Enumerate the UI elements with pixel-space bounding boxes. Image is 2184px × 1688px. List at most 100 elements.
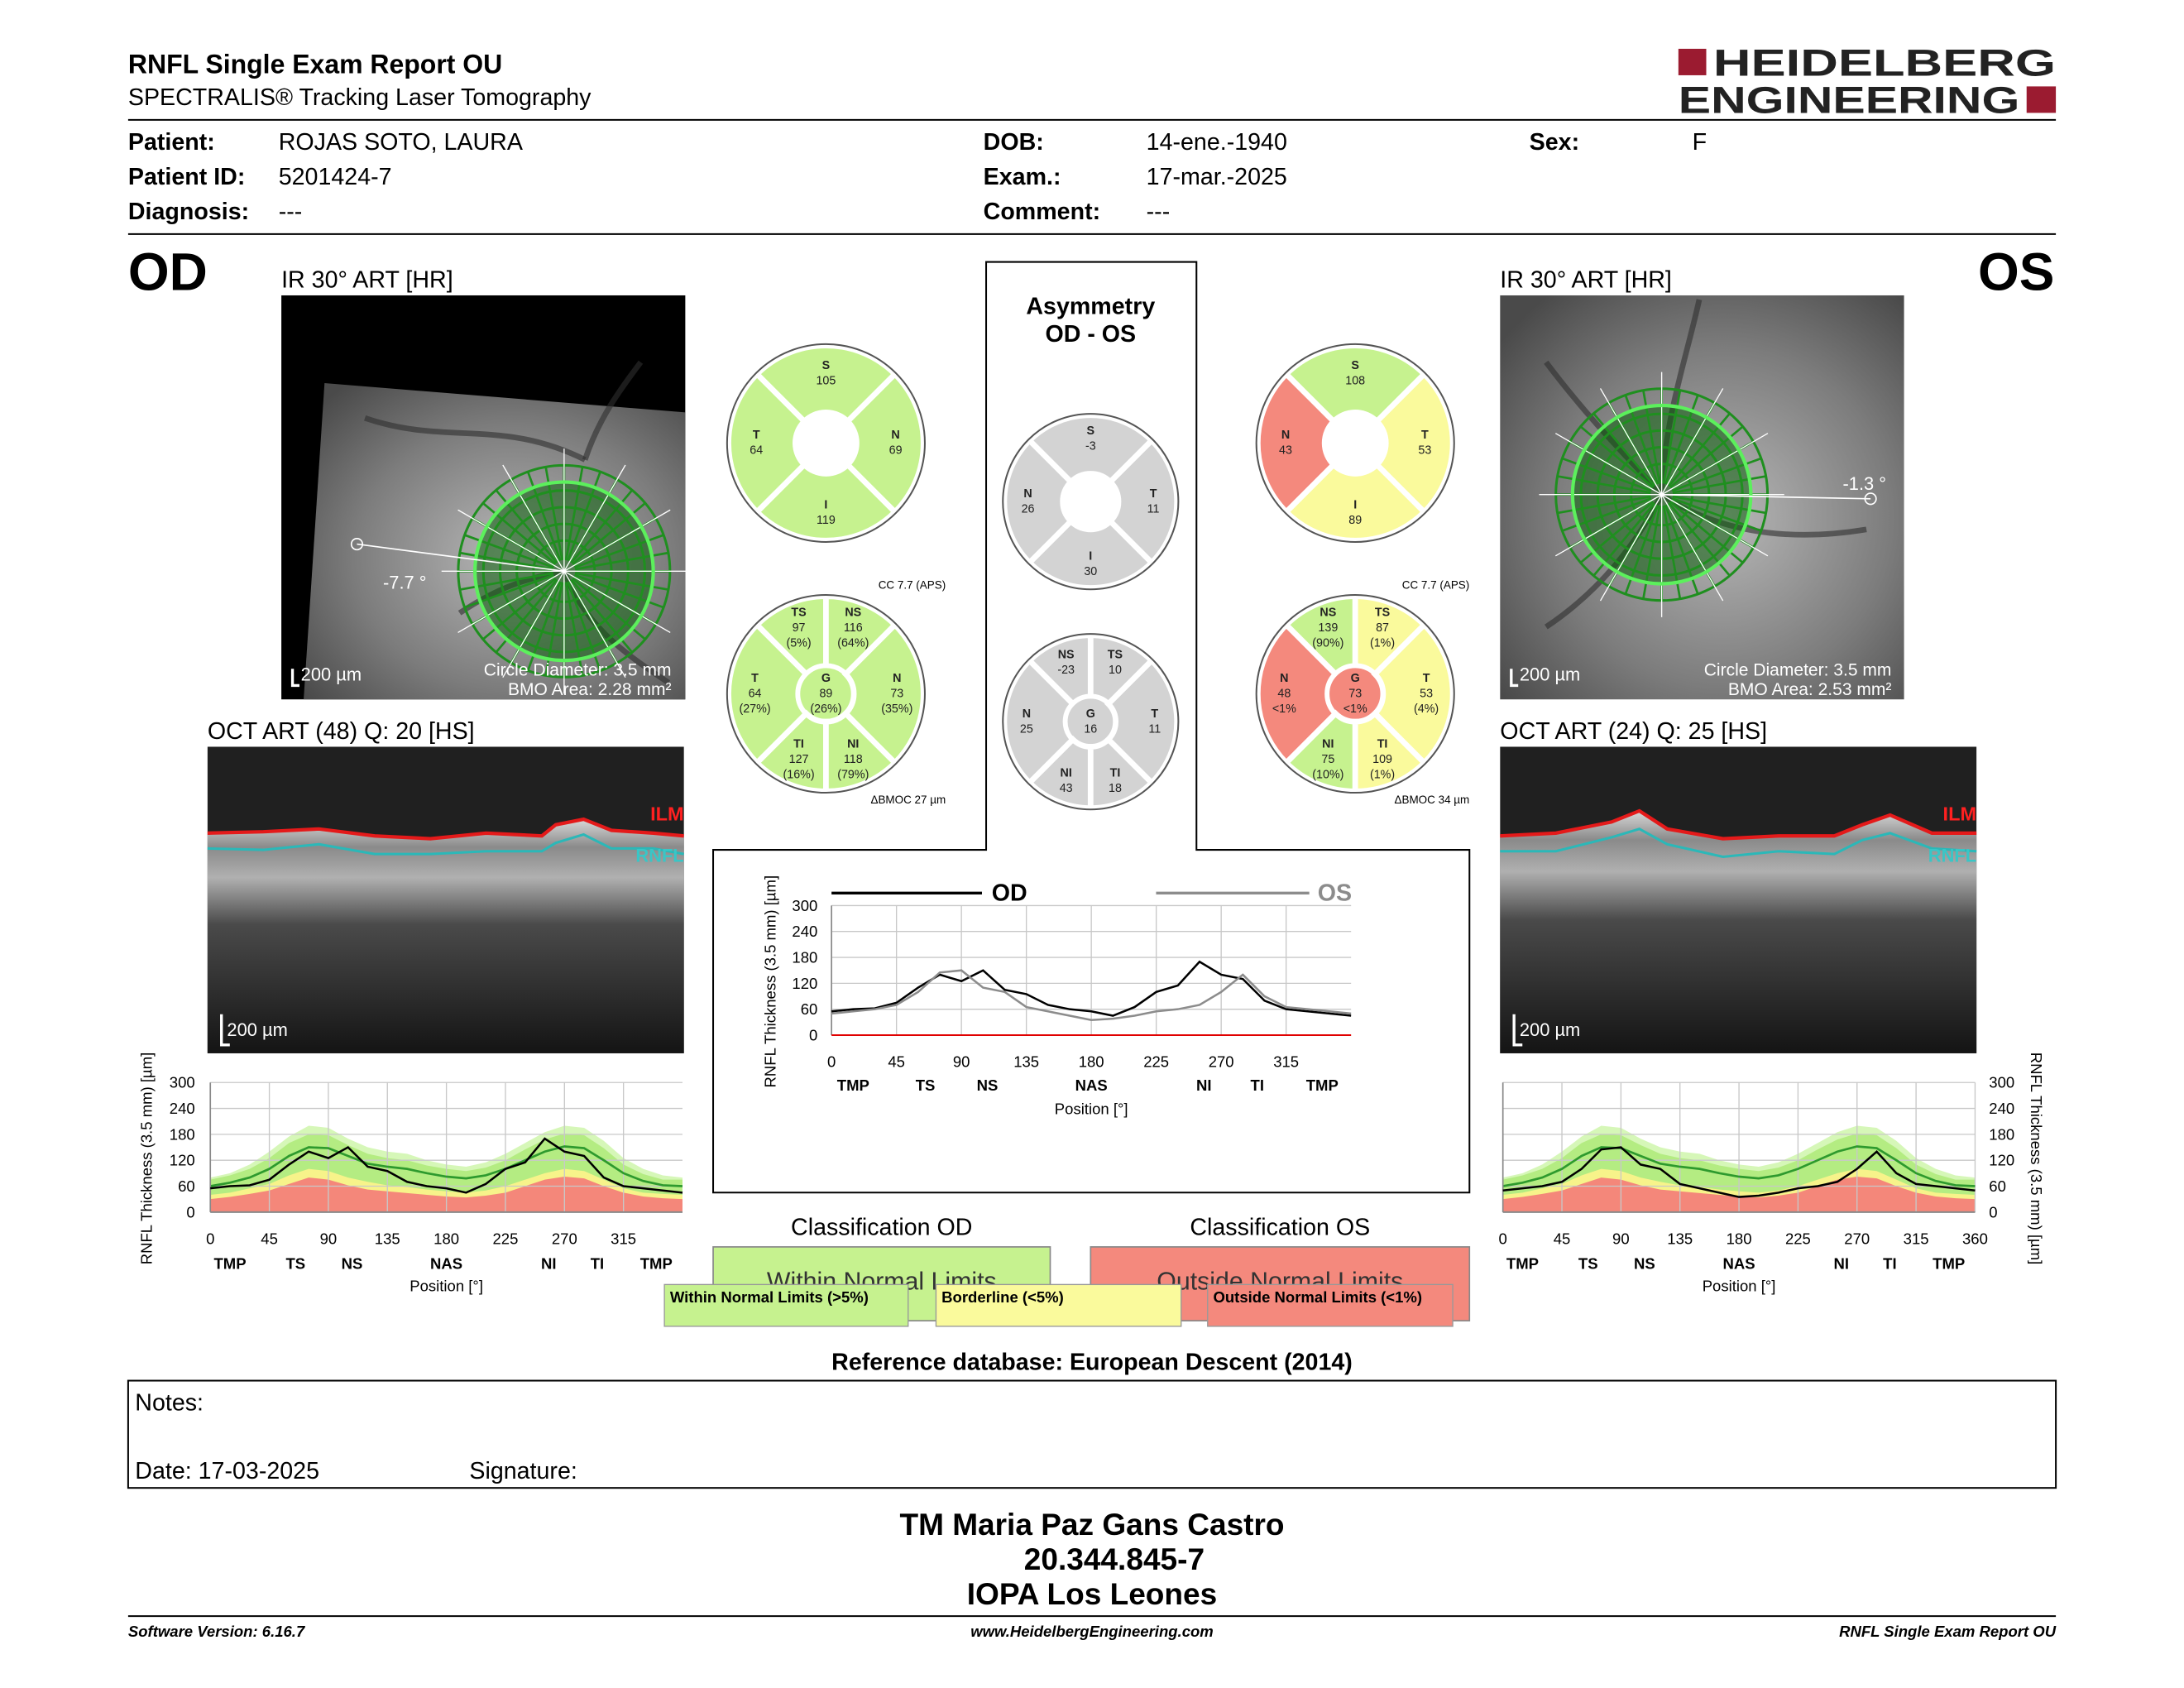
ilm-label: ILM bbox=[1943, 803, 1977, 824]
x-tick-label: 90 bbox=[953, 1053, 970, 1070]
field-value: --- bbox=[1147, 199, 1171, 225]
sector-value: 11 bbox=[1147, 502, 1160, 516]
sector bbox=[1001, 436, 1075, 567]
scale-label: 200 µm bbox=[227, 1019, 287, 1040]
x-tick-label: 180 bbox=[1079, 1053, 1104, 1070]
sector-value: -3 bbox=[1085, 440, 1096, 453]
sector-percentile: <1% bbox=[1343, 703, 1367, 716]
ilm-label: ILM bbox=[650, 803, 684, 824]
field-label: Diagnosis: bbox=[128, 199, 249, 225]
sector-name: NI bbox=[1061, 766, 1072, 779]
sector-value: 89 bbox=[1348, 514, 1362, 527]
sector bbox=[1025, 412, 1156, 487]
image-title: OCT ART (24) Q: 25 [HS] bbox=[1500, 718, 1767, 745]
sector-name: TS bbox=[1375, 607, 1390, 620]
rnfl-label: RNFL bbox=[1928, 845, 1976, 866]
sector-percentile: (5%) bbox=[786, 637, 811, 650]
sector-name: NS bbox=[1320, 607, 1336, 620]
center-frame bbox=[712, 261, 1471, 1194]
field-label: Comment: bbox=[984, 199, 1100, 225]
y-tick-label: 180 bbox=[1989, 1125, 2014, 1143]
sector-tick-label: NS bbox=[1634, 1255, 1655, 1273]
sector bbox=[823, 709, 899, 794]
sector-hole bbox=[1062, 473, 1118, 530]
sector-tick-label: TMP bbox=[640, 1255, 673, 1273]
angle-line bbox=[357, 543, 564, 573]
sector-percentile: (64%) bbox=[837, 637, 869, 650]
x-tick-label: 315 bbox=[1273, 1053, 1299, 1070]
sector-value: 139 bbox=[1318, 621, 1338, 635]
sector-name: TS bbox=[791, 607, 806, 620]
y-axis-label: RNFL Thickness (3.5 mm) [µm] bbox=[137, 1053, 155, 1265]
sector-value: 118 bbox=[844, 753, 863, 766]
sector-outline bbox=[726, 593, 926, 794]
y-tick-label: 240 bbox=[1989, 1100, 2014, 1117]
classification-title: Classification OD bbox=[791, 1214, 972, 1240]
sector-percentile: (90%) bbox=[1312, 637, 1343, 650]
scan-line bbox=[1661, 433, 1769, 496]
classification-title: Classification OS bbox=[1190, 1214, 1370, 1240]
sector-name: I bbox=[1353, 498, 1357, 511]
circle-diameter: Circle Diameter: 3.5 mm bbox=[1704, 660, 1892, 679]
x-tick-label: 0 bbox=[206, 1230, 214, 1247]
x-tick-label: 135 bbox=[1667, 1230, 1693, 1247]
sector-name: N bbox=[1281, 429, 1290, 442]
scale-bar bbox=[290, 669, 299, 688]
y-tick-label: 300 bbox=[170, 1074, 195, 1091]
sector-value: 119 bbox=[817, 514, 836, 527]
sector-name: T bbox=[1423, 672, 1430, 685]
x-axis-label: Position [°] bbox=[1055, 1101, 1128, 1118]
scan-line bbox=[1554, 494, 1662, 557]
y-tick-label: 300 bbox=[792, 897, 817, 914]
x-tick-label: 45 bbox=[888, 1053, 905, 1070]
sector-name: S bbox=[1351, 359, 1359, 372]
angle-marker bbox=[1864, 492, 1877, 506]
x-tick-label: 135 bbox=[1013, 1053, 1039, 1070]
sector-value: 108 bbox=[1345, 375, 1365, 388]
sector-name: TS bbox=[1108, 648, 1123, 661]
sector-value: 64 bbox=[749, 688, 762, 701]
report-subtitle: SPECTRALIS® Tracking Laser Tomography bbox=[128, 84, 592, 111]
sector-outline bbox=[1255, 593, 1455, 794]
sector-value: 30 bbox=[1084, 565, 1097, 578]
sector-name: G bbox=[1351, 672, 1360, 685]
sector bbox=[841, 621, 927, 767]
sector-percentile: (1%) bbox=[1370, 637, 1395, 650]
legend-label: OD bbox=[992, 880, 1027, 906]
legend-label: Within Normal Limits (>5%) bbox=[670, 1288, 869, 1306]
image-title: IR 30° ART [HR] bbox=[1500, 266, 1672, 293]
scan-line bbox=[563, 509, 671, 572]
x-tick-label: 180 bbox=[433, 1230, 459, 1247]
x-tick-label: 180 bbox=[1727, 1230, 1752, 1247]
field-value: 14-ene.-1940 bbox=[1147, 129, 1287, 156]
field-value: 5201424-7 bbox=[279, 164, 392, 190]
sector-name: NS bbox=[1058, 648, 1075, 661]
sector bbox=[1104, 656, 1181, 787]
sector-name: T bbox=[753, 429, 760, 442]
normative-mean bbox=[1502, 1145, 1976, 1187]
sector-value: 116 bbox=[844, 621, 863, 635]
y-tick-label: 60 bbox=[1989, 1177, 2006, 1195]
bmoc-label: ΔBMOC 27 µm bbox=[870, 794, 946, 806]
legend-swatch bbox=[935, 1283, 1182, 1327]
scan-line bbox=[563, 464, 626, 572]
scale-bar bbox=[1510, 669, 1519, 688]
field-value: 17-mar.-2025 bbox=[1147, 164, 1287, 190]
scale-bar bbox=[220, 1014, 230, 1047]
cc-label: CC 7.7 (APS) bbox=[1402, 579, 1469, 592]
sector-outline bbox=[726, 343, 926, 543]
sector-name: I bbox=[824, 498, 827, 511]
scale-label: 200 µm bbox=[1520, 1019, 1580, 1040]
oct-retina bbox=[207, 819, 684, 1053]
x-tick-label: 225 bbox=[1785, 1230, 1811, 1247]
bmo-area: BMO Area: 2.53 mm² bbox=[1728, 680, 1892, 699]
y-tick-label: 0 bbox=[186, 1203, 194, 1220]
scan-line bbox=[1599, 388, 1663, 496]
logo-text: ENGINEERING bbox=[1679, 79, 2019, 122]
x-tick-label: 45 bbox=[261, 1230, 278, 1247]
sector-name: G bbox=[821, 672, 831, 685]
sector-tick-label: NI bbox=[1196, 1077, 1212, 1094]
signature-label: Signature: bbox=[469, 1458, 577, 1484]
sector-percentile: (1%) bbox=[1370, 768, 1395, 781]
signer-id: 20.344.845-7 bbox=[1024, 1542, 1205, 1576]
